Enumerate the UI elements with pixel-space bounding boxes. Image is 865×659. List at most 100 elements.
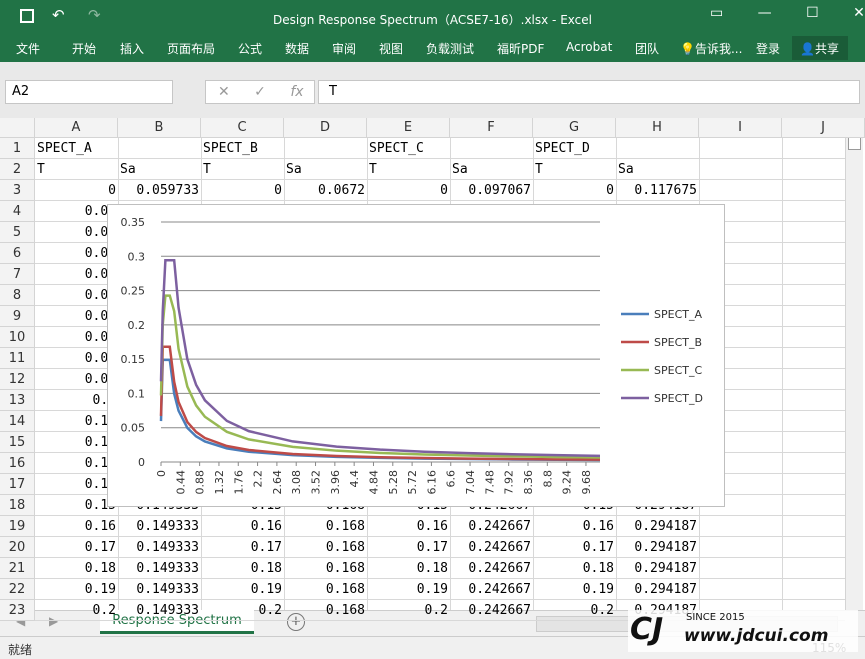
cell: 0.242667 [468,603,531,618]
cell: 0.17 [416,540,448,555]
row-header: 13 [0,390,35,411]
cell: 0.117675 [634,183,697,198]
column-header: A [35,118,118,138]
cell: 0.16 [250,519,282,534]
row-header: 18 [0,495,35,516]
share-button[interactable] [792,36,848,60]
redo-icon[interactable]: ↷ [88,6,101,24]
cell: Sa [120,162,136,177]
row-header: 5 [0,222,35,243]
x-tick-label: 7.92 [503,470,516,495]
cell: 0.149333 [136,540,199,555]
cell: 0.16 [582,519,614,534]
ribbon-tab[interactable]: Acrobat [566,40,613,54]
cell: 0.01 [84,204,116,219]
legend-label: SPECT_B [654,336,702,349]
row-header: 4 [0,201,35,222]
cell: 0.18 [250,561,282,576]
y-tick-label: 0.2 [128,319,146,332]
column-header: H [616,118,699,138]
x-tick-label: 0.88 [194,470,207,495]
x-tick-label: 4.4 [348,470,361,488]
login[interactable]: 登录 [756,42,781,56]
x-tick-label: 8.36 [522,470,535,495]
cell: 0.09 [84,372,116,387]
row-header: 1 [0,138,35,159]
cell: Sa [286,162,302,177]
cell: 0.2 [92,603,116,618]
x-tick-label: 6.6 [445,470,458,488]
embedded-chart[interactable]: 0 0.05 0.1 0.15 0.2 0.25 0.3 0.35 0 0.44 0.88 1.32 1… [107,204,725,507]
cell: SPECT_D [535,141,590,156]
cell: 0.16 [84,519,116,534]
y-tick-label: 0.3 [128,250,146,263]
ribbon-tab[interactable]: 文件 [16,42,41,56]
title-ribbon [0,0,865,62]
cell: 0.07 [84,330,116,345]
cell: 0.097067 [468,183,531,198]
ribbon-tab[interactable]: 审阅 [332,42,357,56]
ribbon-tab[interactable]: 福昕PDF [497,42,545,56]
cell: 0.14 [84,477,116,492]
cell: Sa [618,162,634,177]
formula-input[interactable]: T [318,80,860,104]
row-header: 17 [0,474,35,495]
cell: T [203,162,211,177]
ribbon-tab[interactable]: 负载测试 [426,42,475,56]
cell: 0.242667 [468,540,531,555]
formula-buttons[interactable]: ✕ ✓ fx [205,80,315,104]
row-header: 15 [0,432,35,453]
row-header: 14 [0,411,35,432]
share-text: 共享 [814,42,839,56]
cell: 0.18 [416,561,448,576]
name-box[interactable]: A2 [5,80,173,104]
ribbon-tab[interactable]: 开始 [72,42,97,56]
x-tick-label: 8.8 [541,470,554,488]
cell: 0.2 [590,603,614,618]
ribbon-tab[interactable]: 插入 [120,42,145,56]
save-icon[interactable] [20,9,34,23]
vertical-scrollbar[interactable] [845,118,863,610]
tell-me[interactable]: 💡告诉我... [680,42,743,56]
ribbon-tab[interactable]: 页面布局 [167,42,216,56]
cell: 0.2 [424,603,448,618]
cell: 0.12 [84,435,116,450]
x-tick-label: 1.76 [232,470,245,495]
x-tick-label: 1.32 [213,470,226,495]
row-header: 6 [0,243,35,264]
row-header: 23 [0,600,35,621]
grid-line [35,599,845,600]
grid-line [35,179,845,180]
series-line [159,259,601,458]
add-sheet[interactable]: + [287,613,305,631]
ribbon-tab[interactable]: 公式 [238,42,263,56]
x-tick-label: 5.28 [387,470,400,495]
grid-line [35,158,845,159]
cell: SPECT_C [369,141,424,156]
ribbon-tab[interactable]: 团队 [635,42,660,56]
ribbon-tab[interactable]: 数据 [285,42,310,56]
cell: 0.18 [582,561,614,576]
row-header: 2 [0,159,35,180]
ribbon-tab[interactable]: 视图 [379,42,404,56]
x-tick-label: 3.96 [329,470,342,495]
row-header: 19 [0,516,35,537]
tell-me-text: 告诉我... [694,42,743,56]
window-controls[interactable]: ▭ — ☐ ✕ [710,5,865,21]
series-line [159,345,601,461]
undo-icon[interactable]: ↶ [52,6,65,24]
cell: 0.18 [84,561,116,576]
legend-label: SPECT_A [654,308,702,321]
cell: 0.294187 [634,519,697,534]
share[interactable]: 👤共享 [800,42,839,56]
row-header: 11 [0,348,35,369]
cell: 0.149333 [136,561,199,576]
cell: T [535,162,543,177]
cell: T [369,162,377,177]
cell: 0.05 [84,288,116,303]
x-tick-label: 0 [155,470,168,477]
x-tick-label: 3.08 [290,470,303,495]
cell: 0.19 [416,582,448,597]
cell: 0.19 [250,582,282,597]
cell: 0.168 [325,519,365,534]
